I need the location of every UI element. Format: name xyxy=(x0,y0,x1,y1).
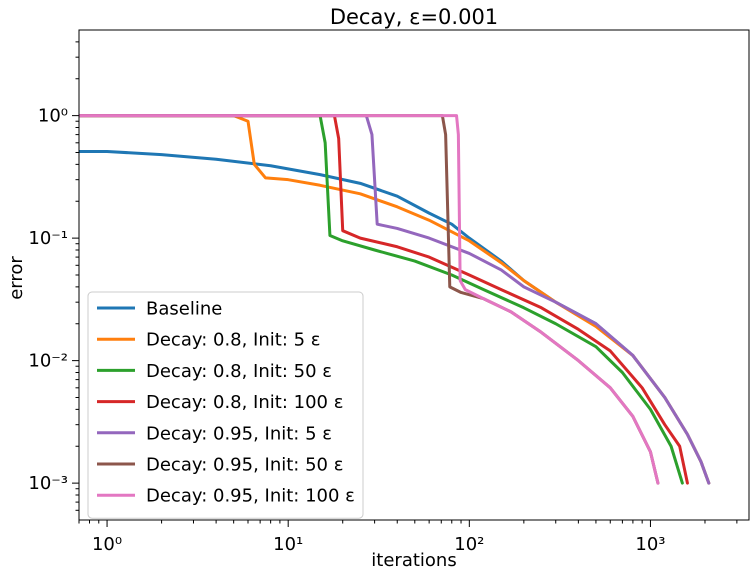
y-tick-label: 10⁻³ xyxy=(28,473,68,494)
legend-label: Baseline xyxy=(146,299,222,320)
legend-label: Decay: 0.95, Init: 100 ε xyxy=(146,486,355,507)
y-tick-label: 10⁰ xyxy=(38,106,68,127)
y-axis-label: error xyxy=(6,256,27,300)
x-tick-label: 10² xyxy=(454,534,484,555)
x-tick-label: 10¹ xyxy=(273,534,303,555)
series-line-3 xyxy=(79,114,684,485)
axes: 10⁰ 10¹ 10² 10³ 10⁻³ 10⁻² 10⁻¹ 10⁰ xyxy=(28,29,750,555)
legend-label: Decay: 0.8, Init: 5 ε xyxy=(146,330,321,351)
series-line-4 xyxy=(79,114,689,485)
y-tick-label: 10⁻¹ xyxy=(28,228,68,249)
legend-label: Decay: 0.95, Init: 5 ε xyxy=(146,423,332,444)
legend-label: Decay: 0.95, Init: 50 ε xyxy=(146,455,343,476)
series-layer xyxy=(79,114,711,485)
x-tick-label: 10³ xyxy=(635,534,665,555)
series-line-7 xyxy=(79,114,660,485)
legend-label: Decay: 0.8, Init: 50 ε xyxy=(146,361,332,382)
x-axis-label: iterations xyxy=(371,550,456,571)
series-line-5 xyxy=(79,114,711,485)
y-tick-label: 10⁻² xyxy=(28,351,68,372)
x-tick-label: 10⁰ xyxy=(92,534,122,555)
legend-box xyxy=(87,291,364,519)
legend-label: Decay: 0.8, Init: 100 ε xyxy=(146,392,343,413)
legend: Baseline Decay: 0.8, Init: 5 ε Decay: 0.8,… xyxy=(87,291,364,519)
chart-title: Decay, ε=0.001 xyxy=(330,5,498,29)
